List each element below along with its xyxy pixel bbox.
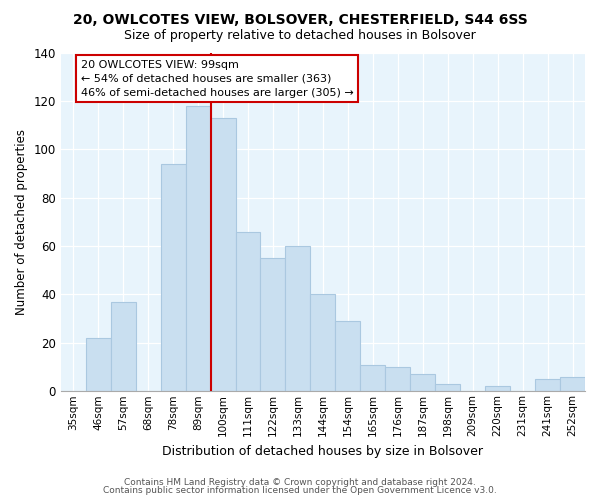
Bar xyxy=(361,364,385,392)
X-axis label: Distribution of detached houses by size in Bolsover: Distribution of detached houses by size … xyxy=(163,444,484,458)
Bar xyxy=(560,376,585,392)
Bar xyxy=(286,246,310,392)
Bar xyxy=(161,164,185,392)
Bar xyxy=(410,374,435,392)
Bar xyxy=(310,294,335,392)
Bar xyxy=(535,379,560,392)
Y-axis label: Number of detached properties: Number of detached properties xyxy=(15,129,28,315)
Bar xyxy=(111,302,136,392)
Text: Size of property relative to detached houses in Bolsover: Size of property relative to detached ho… xyxy=(124,29,476,42)
Bar xyxy=(435,384,460,392)
Bar xyxy=(385,367,410,392)
Bar xyxy=(86,338,111,392)
Bar xyxy=(211,118,236,392)
Bar xyxy=(335,321,361,392)
Text: Contains public sector information licensed under the Open Government Licence v3: Contains public sector information licen… xyxy=(103,486,497,495)
Text: Contains HM Land Registry data © Crown copyright and database right 2024.: Contains HM Land Registry data © Crown c… xyxy=(124,478,476,487)
Bar xyxy=(236,232,260,392)
Text: 20, OWLCOTES VIEW, BOLSOVER, CHESTERFIELD, S44 6SS: 20, OWLCOTES VIEW, BOLSOVER, CHESTERFIEL… xyxy=(73,12,527,26)
Text: 20 OWLCOTES VIEW: 99sqm
← 54% of detached houses are smaller (363)
46% of semi-d: 20 OWLCOTES VIEW: 99sqm ← 54% of detache… xyxy=(81,60,353,98)
Bar xyxy=(185,106,211,392)
Bar xyxy=(260,258,286,392)
Bar xyxy=(485,386,510,392)
